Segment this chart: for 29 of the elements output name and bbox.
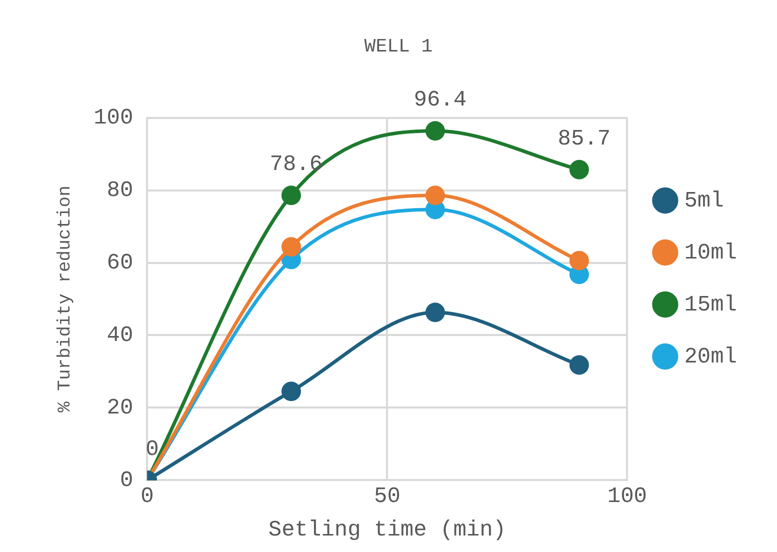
- point: [425, 302, 445, 322]
- point: [281, 186, 301, 206]
- x-axis-title: Setling time (min): [268, 518, 506, 543]
- x-tick-label: 50: [374, 484, 400, 510]
- x-tick-label: 100: [607, 484, 647, 510]
- y-tick-label: 60: [106, 250, 134, 276]
- data-label: 0: [146, 437, 159, 462]
- x-tick-label: 0: [140, 484, 154, 510]
- data-label: 78.6: [270, 152, 323, 178]
- point: [569, 250, 589, 270]
- y-tick-label: 40: [106, 323, 134, 348]
- legend-label: 20ml: [684, 344, 738, 370]
- point: [281, 237, 301, 257]
- y-tick-label: 100: [94, 106, 134, 131]
- point: [569, 355, 589, 375]
- legend-label: 10ml: [684, 240, 738, 266]
- point: [425, 121, 445, 141]
- point: [281, 382, 301, 402]
- y-tick-label: 0: [120, 468, 134, 494]
- legend-label: 15ml: [684, 292, 738, 318]
- legend-label: 5ml: [684, 188, 724, 214]
- y-tick-label: 20: [106, 396, 134, 421]
- y-axis-title: % Turbidity reduction: [56, 186, 76, 412]
- y-tick-label: 80: [106, 178, 134, 204]
- point: [425, 186, 445, 206]
- point: [569, 160, 589, 180]
- data-label: 85.7: [558, 126, 611, 152]
- chart-title: WELL 1: [364, 35, 433, 58]
- data-label: 96.4: [414, 88, 467, 113]
